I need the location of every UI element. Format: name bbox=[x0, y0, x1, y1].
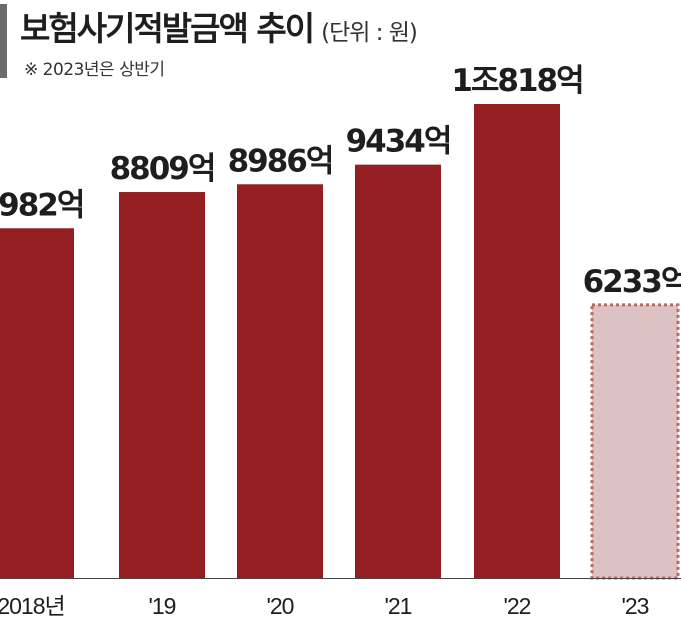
x-tick-label-0: 2018년 bbox=[0, 593, 65, 619]
unit-label: (단위 : 원) bbox=[321, 20, 418, 46]
chart-title: 보험사기적발금액 추이 (단위 : 원) bbox=[20, 2, 418, 50]
value-label-1: 8809억 bbox=[110, 151, 215, 187]
bar-2 bbox=[237, 184, 323, 578]
title-accent-bar bbox=[0, 4, 7, 78]
x-tick-label-2: '20 bbox=[267, 593, 294, 619]
bar-1 bbox=[119, 192, 205, 578]
value-label-3: 9434억 bbox=[346, 124, 451, 160]
value-label-2: 8986억 bbox=[228, 143, 333, 179]
chart-title-text: 보험사기적발금액 추이 bbox=[20, 9, 315, 48]
bar-0 bbox=[0, 228, 74, 578]
bar-partial-5 bbox=[590, 303, 680, 580]
x-tick-label-5: '23 bbox=[622, 593, 649, 619]
x-tick-label-1: '19 bbox=[149, 593, 176, 619]
value-label-0: 7982억 bbox=[0, 187, 83, 223]
x-tick-label-3: '21 bbox=[385, 593, 412, 619]
x-tick-label-4: '22 bbox=[504, 593, 531, 619]
bar-3 bbox=[355, 164, 441, 578]
bar-4 bbox=[474, 104, 560, 578]
value-label-5: 6233억 bbox=[583, 264, 681, 300]
footnote: ※ 2023년은 상반기 bbox=[24, 60, 165, 80]
value-label-4: 1조818억 bbox=[451, 63, 582, 99]
